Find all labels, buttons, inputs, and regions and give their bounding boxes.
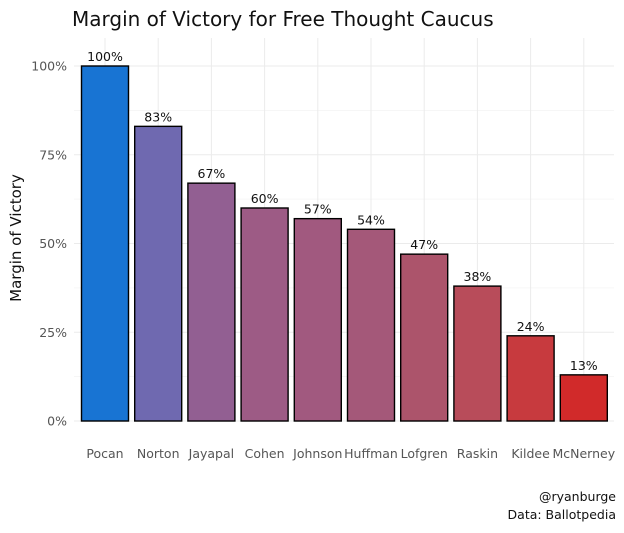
y-tick-label: 50% [39, 236, 67, 251]
chart-title: Margin of Victory for Free Thought Caucu… [72, 7, 494, 31]
x-tick-label: Raskin [457, 446, 498, 461]
data-label: 67% [198, 166, 226, 181]
data-label: 38% [464, 269, 492, 284]
x-tick-label: Kildee [511, 446, 550, 461]
x-tick-label: Cohen [245, 446, 285, 461]
y-tick-label: 100% [31, 59, 67, 74]
bar-raskin [453, 285, 502, 422]
bar-kildee [506, 335, 555, 422]
bar-johnson [293, 217, 342, 422]
bar-norton [133, 125, 183, 422]
x-tick-label: Lofgren [401, 446, 448, 461]
bar-pocan [80, 65, 130, 422]
y-axis-ticks: 0% 25% 50% 75% 100% [31, 59, 67, 429]
bar-jayapal [187, 182, 236, 422]
data-label: 54% [357, 212, 385, 227]
data-label: 47% [410, 237, 438, 252]
data-label: 83% [144, 109, 172, 124]
bar-mcnerney [559, 374, 608, 422]
y-tick-label: 25% [39, 325, 67, 340]
caption-author: @ryanburge [539, 489, 616, 504]
x-tick-label: Pocan [86, 446, 123, 461]
x-tick-label: Huffman [344, 446, 398, 461]
bar-huffman [346, 228, 396, 422]
bars: 100% 83% 67% 60% 57% 54% 47% 38% 24% 13% [80, 49, 608, 422]
y-tick-label: 0% [47, 414, 67, 429]
bar-cohen [240, 207, 289, 422]
x-tick-label: McNerney [552, 446, 615, 461]
x-tick-label: Norton [137, 446, 180, 461]
data-label: 13% [570, 358, 598, 373]
y-axis-label: Margin of Victory [7, 174, 25, 302]
data-label: 100% [87, 49, 123, 64]
data-label: 57% [304, 202, 332, 217]
x-tick-label: Johnson [292, 446, 342, 461]
caption-source: Data: Ballotpedia [508, 507, 616, 522]
bar-lofgren [400, 253, 449, 422]
data-label: 24% [517, 319, 545, 334]
x-axis-labels: Pocan Norton Jayapal Cohen Johnson Huffman Lof… [86, 446, 615, 461]
data-label: 60% [251, 191, 279, 206]
y-tick-label: 75% [39, 147, 67, 162]
x-tick-label: Jayapal [188, 446, 234, 461]
